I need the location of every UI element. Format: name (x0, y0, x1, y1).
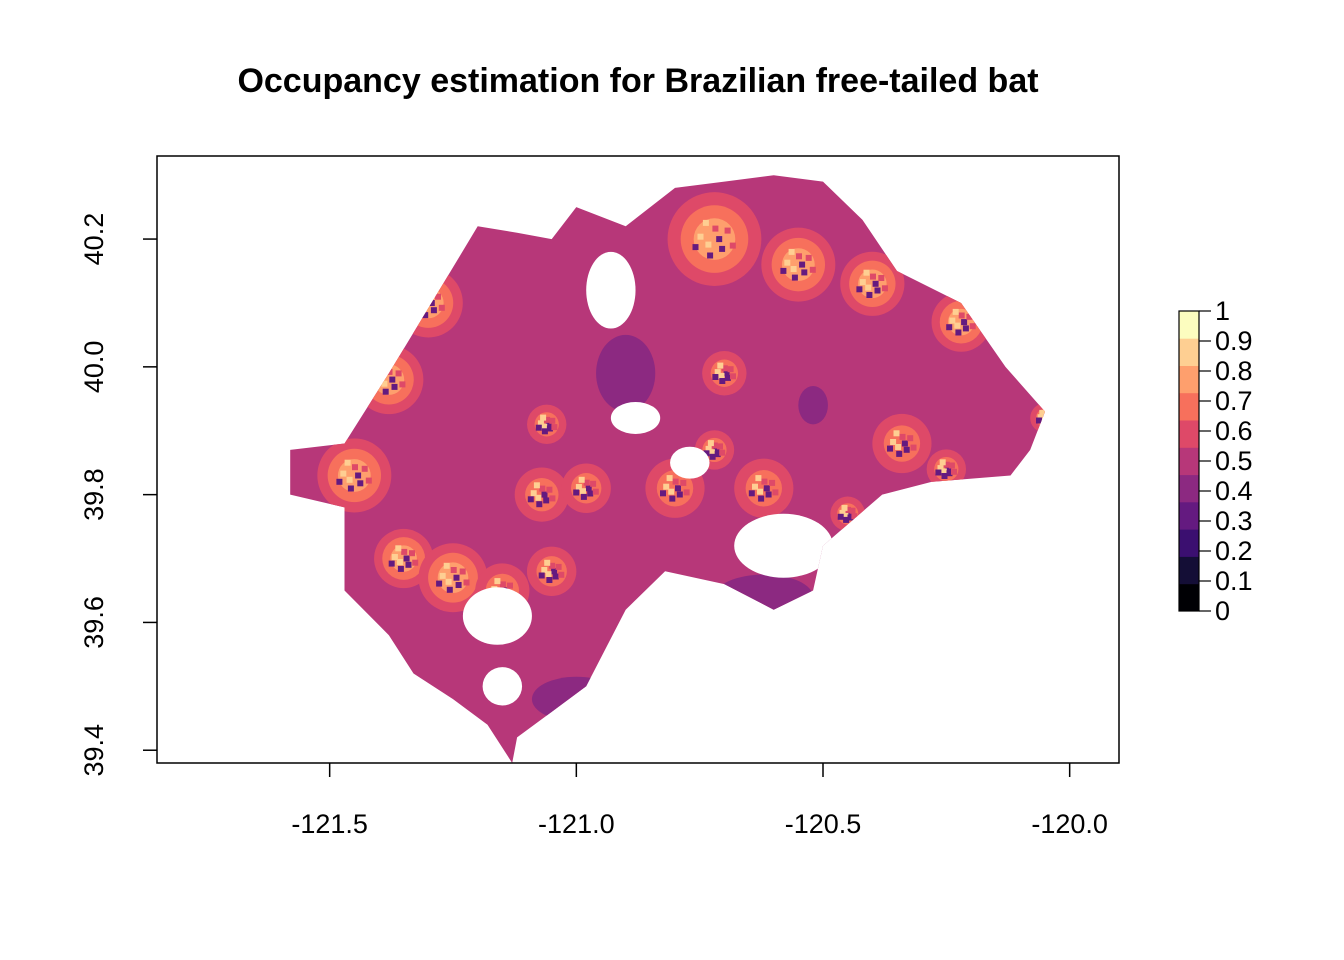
hotspot (667, 192, 762, 286)
legend-swatch (1179, 556, 1199, 585)
hotspot (317, 438, 392, 513)
hotspot (872, 413, 932, 474)
hotspot (702, 351, 747, 396)
legend-label: 0.4 (1215, 476, 1253, 506)
low-patch (714, 574, 814, 620)
hotspot (527, 404, 567, 445)
hotspot (830, 496, 865, 532)
hotspot (514, 467, 569, 522)
x-tick-label: -121.0 (538, 809, 615, 839)
color-legend: 00.10.20.30.40.50.60.70.80.91 (1178, 296, 1253, 626)
y-tick-label: 39.8 (79, 468, 109, 521)
legend-label: 0.9 (1215, 326, 1253, 356)
no-data-gap (416, 251, 441, 278)
low-patch (798, 386, 828, 425)
legend-label: 0.8 (1215, 356, 1253, 386)
low-patch (531, 676, 621, 722)
hotspot (840, 251, 905, 316)
hotspot (393, 268, 463, 338)
legend-swatch (1179, 311, 1199, 339)
no-data-gap (482, 667, 523, 706)
legend-swatch (1179, 501, 1199, 530)
legend-label: 0.1 (1215, 566, 1253, 596)
x-tick-label: -120.0 (1031, 809, 1108, 839)
no-data-gap (586, 251, 636, 329)
x-tick-label: -121.5 (291, 809, 368, 839)
y-tick-label: 40.0 (79, 341, 109, 394)
legend-swatch (1179, 474, 1199, 503)
legend-label: 0.6 (1215, 416, 1253, 446)
hotspot (374, 528, 434, 589)
legend-swatch (1179, 365, 1199, 394)
legend-swatch (1179, 583, 1199, 612)
no-data-gap (670, 446, 710, 479)
legend-label: 0.5 (1215, 446, 1253, 476)
legend-swatch (1179, 338, 1199, 366)
legend-label: 0.3 (1215, 506, 1253, 536)
no-data-gap (462, 587, 532, 645)
legend-swatch (1179, 392, 1199, 421)
x-axis: -121.5 -121.0 -120.5 -120.0 (291, 763, 1108, 839)
legend-label: 0.2 (1215, 536, 1253, 566)
legend-label: 1 (1215, 296, 1230, 326)
legend-swatch (1179, 420, 1199, 448)
hotspot (931, 292, 991, 352)
legend-swatch (1179, 447, 1199, 476)
no-data-gap (734, 513, 833, 578)
region-base-occupancy (290, 175, 1045, 763)
hotspot (418, 543, 488, 613)
hotspot (1030, 403, 1045, 433)
y-tick-label: 39.6 (79, 596, 109, 649)
hotspot (526, 546, 577, 597)
no-data-gap (610, 401, 661, 434)
y-axis: 39.4 39.6 39.8 40.0 40.2 (79, 213, 157, 777)
hotspot (561, 463, 611, 513)
legend-label: 0 (1215, 596, 1230, 626)
hotspot (761, 227, 836, 302)
hotspot (734, 458, 794, 518)
occupancy-raster (290, 175, 1045, 763)
y-tick-label: 39.4 (79, 724, 109, 777)
x-tick-label: -120.5 (785, 809, 862, 839)
hotspot (926, 449, 967, 489)
hotspot (354, 345, 424, 415)
plot-frame (156, 155, 1120, 764)
legend-swatch (1179, 529, 1199, 557)
y-tick-label: 40.2 (79, 213, 109, 266)
chart-title: Occupancy estimation for Brazilian free-… (237, 62, 1038, 100)
low-patch (596, 334, 656, 412)
legend-label: 0.7 (1215, 386, 1253, 416)
